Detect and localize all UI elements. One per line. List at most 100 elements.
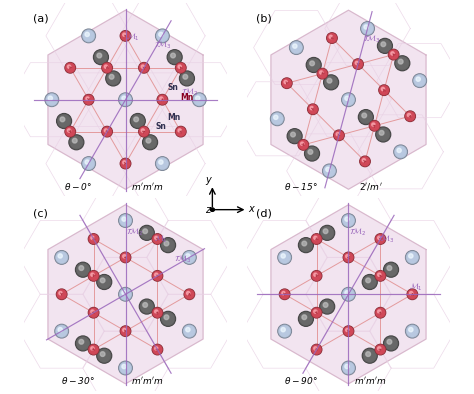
Circle shape xyxy=(168,50,181,64)
Circle shape xyxy=(90,346,98,354)
Circle shape xyxy=(121,31,130,41)
Circle shape xyxy=(65,126,75,137)
Circle shape xyxy=(281,254,285,258)
Circle shape xyxy=(45,93,59,106)
Circle shape xyxy=(102,63,112,72)
Circle shape xyxy=(162,312,174,325)
Circle shape xyxy=(375,307,386,318)
Circle shape xyxy=(83,95,94,105)
Circle shape xyxy=(360,157,370,166)
Circle shape xyxy=(120,363,131,373)
Circle shape xyxy=(186,327,190,332)
Circle shape xyxy=(155,310,158,313)
Circle shape xyxy=(75,262,91,277)
Circle shape xyxy=(343,94,355,106)
Text: $\theta-$15°: $\theta-$15° xyxy=(284,180,318,191)
Circle shape xyxy=(141,227,153,239)
Circle shape xyxy=(140,128,148,136)
Circle shape xyxy=(152,307,163,318)
Circle shape xyxy=(82,157,95,170)
Circle shape xyxy=(108,72,119,84)
Circle shape xyxy=(159,160,163,164)
Circle shape xyxy=(320,299,335,314)
Circle shape xyxy=(132,115,144,127)
Circle shape xyxy=(406,251,419,264)
Circle shape xyxy=(131,115,145,128)
Circle shape xyxy=(395,146,407,158)
Circle shape xyxy=(58,115,70,127)
Circle shape xyxy=(88,344,99,355)
Circle shape xyxy=(314,347,317,350)
Circle shape xyxy=(158,95,167,104)
Circle shape xyxy=(314,310,317,313)
Circle shape xyxy=(366,278,371,283)
Circle shape xyxy=(321,300,334,313)
Text: $\mathcal{TM}_2$: $\mathcal{TM}_2$ xyxy=(181,87,199,98)
Circle shape xyxy=(354,59,363,69)
Text: $2'/m'$: $2'/m'$ xyxy=(359,180,382,191)
Circle shape xyxy=(343,289,354,299)
Circle shape xyxy=(361,157,369,165)
Circle shape xyxy=(177,128,185,136)
Circle shape xyxy=(376,308,385,317)
Circle shape xyxy=(120,95,131,105)
Circle shape xyxy=(376,235,384,243)
Circle shape xyxy=(354,60,362,68)
Circle shape xyxy=(376,234,385,243)
Circle shape xyxy=(79,266,84,270)
Circle shape xyxy=(139,126,149,137)
Circle shape xyxy=(55,324,68,338)
Circle shape xyxy=(329,35,332,39)
Circle shape xyxy=(310,61,314,66)
Circle shape xyxy=(153,234,162,243)
Text: $z$: $z$ xyxy=(205,205,212,216)
Circle shape xyxy=(83,158,95,169)
Circle shape xyxy=(362,22,374,34)
Circle shape xyxy=(291,42,302,54)
Circle shape xyxy=(59,292,62,295)
Circle shape xyxy=(155,157,169,170)
Circle shape xyxy=(91,310,94,313)
Circle shape xyxy=(311,344,322,355)
Circle shape xyxy=(328,34,336,42)
Circle shape xyxy=(408,290,416,298)
Circle shape xyxy=(119,94,131,106)
Circle shape xyxy=(89,308,98,317)
Circle shape xyxy=(288,130,301,143)
Circle shape xyxy=(409,327,413,332)
Circle shape xyxy=(196,96,200,100)
Circle shape xyxy=(334,130,344,141)
Circle shape xyxy=(342,288,355,301)
Circle shape xyxy=(119,288,131,300)
Circle shape xyxy=(317,69,328,79)
Circle shape xyxy=(342,361,355,375)
Circle shape xyxy=(186,254,190,258)
Circle shape xyxy=(298,139,309,150)
Circle shape xyxy=(278,251,292,264)
Circle shape xyxy=(369,121,380,131)
Circle shape xyxy=(141,301,153,312)
Circle shape xyxy=(362,158,365,162)
Circle shape xyxy=(121,327,129,335)
Circle shape xyxy=(308,104,318,115)
Circle shape xyxy=(345,96,349,100)
Circle shape xyxy=(152,271,163,281)
Circle shape xyxy=(394,145,407,159)
Circle shape xyxy=(123,161,126,164)
Circle shape xyxy=(122,217,126,221)
Circle shape xyxy=(153,308,162,317)
Circle shape xyxy=(104,129,108,132)
Circle shape xyxy=(157,31,168,41)
Circle shape xyxy=(299,140,308,149)
Circle shape xyxy=(157,158,168,169)
Circle shape xyxy=(93,50,109,65)
Circle shape xyxy=(366,352,371,357)
Circle shape xyxy=(193,94,205,106)
Circle shape xyxy=(143,303,147,307)
Circle shape xyxy=(318,69,327,78)
Circle shape xyxy=(376,272,384,280)
Circle shape xyxy=(384,263,398,276)
Text: (a): (a) xyxy=(33,14,48,24)
Circle shape xyxy=(121,253,129,262)
Text: (d): (d) xyxy=(255,208,272,218)
